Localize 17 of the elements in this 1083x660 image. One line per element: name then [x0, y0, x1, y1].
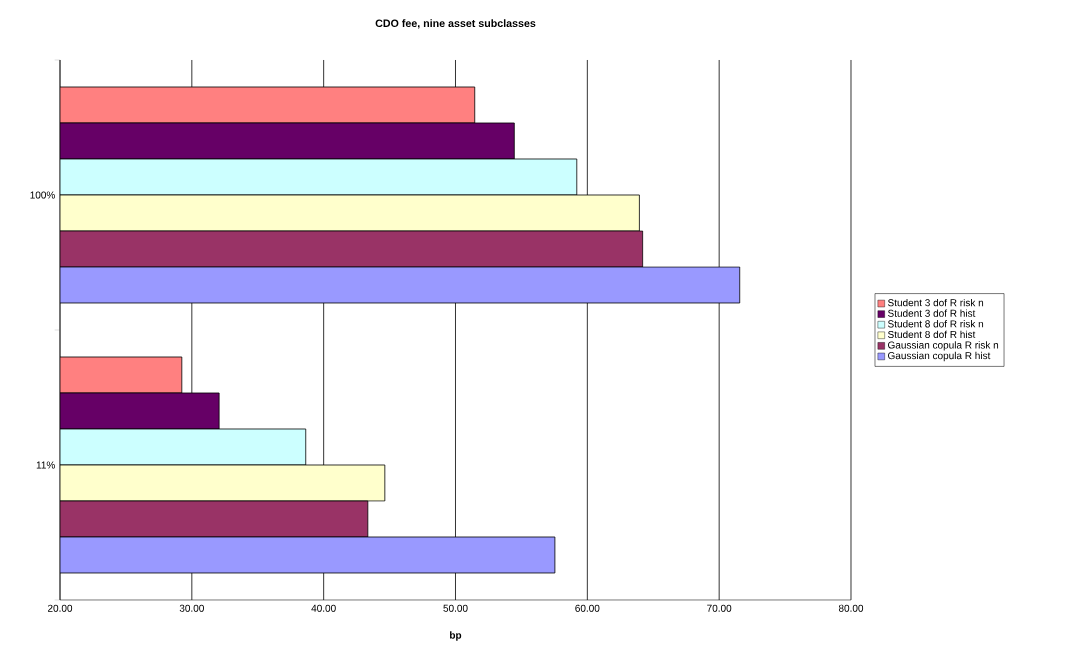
x-tick-label: 60.00 [575, 604, 600, 612]
y-tick-label: 11% [36, 461, 55, 469]
x-tick-label: 40.00 [311, 604, 336, 612]
x-tick-label: 80.00 [838, 604, 864, 612]
chart-title: CDO fee, nine asset subclasses [375, 19, 536, 29]
x-tick-label: 30.00 [179, 604, 204, 612]
x-tick-label: 50.00 [443, 604, 468, 612]
legend-label: Gaussian copula R risk n [888, 341, 999, 351]
legend-label: Student 8 dof R hist [888, 330, 976, 339]
x-tick-label: 70.00 [707, 604, 732, 612]
legend-label: Student 3 dof R hist [888, 309, 976, 317]
legend-label: Student 8 dof R risk n [888, 320, 984, 328]
legend-label: Student 3 dof R risk n [888, 298, 984, 307]
y-tick-label: 100% [30, 191, 55, 199]
legend-label: Gaussian copula R hist [888, 351, 991, 362]
x-axis-title: bp [450, 631, 462, 641]
x-tick-label: 20.00 [48, 604, 73, 612]
